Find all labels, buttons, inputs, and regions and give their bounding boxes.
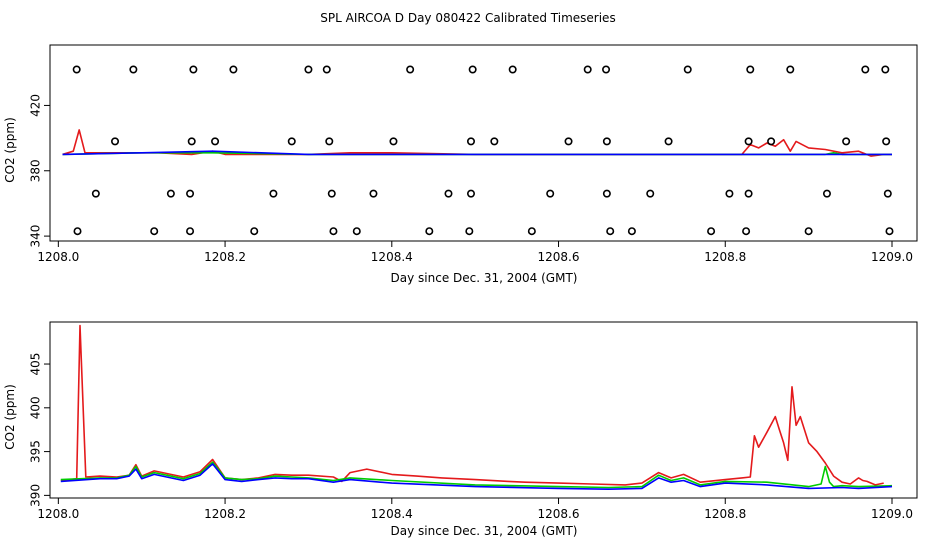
panel-top-marker (627, 227, 636, 236)
panel-top-marker (744, 189, 753, 198)
panel-bottom-frame (49, 321, 918, 499)
panel-bottom-xtick-label: 1208.6 (538, 507, 580, 521)
panel-top-marker (725, 189, 734, 198)
panel-top-frame (49, 44, 918, 242)
panel-top-xtick-label: 1209.0 (871, 250, 913, 264)
panel-top-xtick-label: 1208.0 (37, 250, 79, 264)
panel-top-marker (304, 65, 313, 74)
panel-top-marker (406, 65, 415, 74)
panel-top-ytick-label: 380 (29, 159, 43, 182)
panel-top-marker (166, 189, 175, 198)
panel-top-xtick-label: 1208.6 (538, 250, 580, 264)
panel-top-marker (881, 65, 890, 74)
panel-top-xtick-label: 1208.4 (371, 250, 413, 264)
panel-top-marker (842, 137, 851, 146)
panel-top-marker (269, 189, 278, 198)
panel-top-marker (822, 189, 831, 198)
panel-top-marker (683, 65, 692, 74)
panel-top-marker (468, 65, 477, 74)
panel-top-marker (425, 227, 434, 236)
panel-top-marker (129, 65, 138, 74)
panel-top-marker (606, 227, 615, 236)
panel-top-marker (211, 137, 220, 146)
panel-bottom-ytick-label: 395 (29, 440, 43, 463)
panel-top-marker (786, 65, 795, 74)
panel-top-marker (322, 65, 331, 74)
panel-top-xtick-label: 1208.2 (204, 250, 246, 264)
panel-top-marker (186, 227, 195, 236)
panel-top-marker (744, 137, 753, 146)
panel-bottom-ylabel: CO2 (ppm) (3, 384, 17, 450)
panel-top-marker (189, 65, 198, 74)
panel-bottom-xtick-label: 1209.0 (871, 507, 913, 521)
panel-top-series-blue (62, 150, 892, 156)
panel-top-xtick-label: 1208.8 (704, 250, 746, 264)
panel-bottom-xtick-label: 1208.8 (704, 507, 746, 521)
panel-bottom-xtick-label: 1208.4 (371, 507, 413, 521)
panel-top-marker (602, 137, 611, 146)
panel-bottom-xtick-label: 1208.2 (204, 507, 246, 521)
panel-top-marker (527, 227, 536, 236)
panel-top-xlabel: Day since Dec. 31, 2004 (GMT) (391, 271, 578, 285)
chart-title: SPL AIRCOA D Day 080422 Calibrated Times… (320, 11, 615, 25)
panel-top-ylabel: CO2 (ppm) (3, 117, 17, 183)
panel-top-marker (508, 65, 517, 74)
panel-top-marker (707, 227, 716, 236)
panel-top-marker (466, 189, 475, 198)
panel-top-marker (564, 137, 573, 146)
panel-top-marker (186, 189, 195, 198)
panel-bottom-ytick-label: 400 (29, 396, 43, 419)
panel-top-marker (885, 227, 894, 236)
panel-top-marker (287, 137, 296, 146)
panel-top-marker (250, 227, 259, 236)
panel-top-marker (329, 227, 338, 236)
panel-top-marker (602, 65, 611, 74)
panel-top-marker (72, 65, 81, 74)
panel-top-marker (767, 137, 776, 146)
panel-top-ytick-label: 420 (29, 94, 43, 117)
panel-top-marker (546, 189, 555, 198)
panel-top-marker (602, 189, 611, 198)
panel-top-marker (352, 227, 361, 236)
panel-top-marker (325, 137, 334, 146)
panel-bottom: Day since Dec. 31, 2004 (GMT) CO2 (ppm) … (3, 321, 918, 538)
panel-top-marker (187, 137, 196, 146)
panel-top-marker (369, 189, 378, 198)
panel-top-marker (389, 137, 398, 146)
panel-top-marker (150, 227, 159, 236)
panel-top-marker (746, 65, 755, 74)
panel-top-marker (742, 227, 751, 236)
panel-top-ytick-label: 340 (29, 225, 43, 248)
panel-top-marker (444, 189, 453, 198)
panel-top-marker (646, 189, 655, 198)
panel-bottom-xlabel: Day since Dec. 31, 2004 (GMT) (391, 524, 578, 538)
panel-top-marker (861, 65, 870, 74)
panel-top-marker (111, 137, 120, 146)
panel-top-marker (229, 65, 238, 74)
panel-top-marker (804, 227, 813, 236)
panel-bottom-series-blue (60, 463, 893, 491)
panel-top-marker (664, 137, 673, 146)
panel-bottom-series-green (60, 461, 893, 489)
panel-top-marker (327, 189, 336, 198)
panel-top-marker (73, 227, 82, 236)
panel-bottom-ytick-label: 405 (29, 353, 43, 376)
panel-top-marker (466, 137, 475, 146)
panel-top-marker (583, 65, 592, 74)
panel-top-marker (883, 189, 892, 198)
panel-bottom-series-red (60, 324, 884, 486)
panel-top-marker (91, 189, 100, 198)
panel-top-marker (882, 137, 891, 146)
panel-bottom-ytick-label: 390 (29, 484, 43, 507)
panel-bottom-xtick-label: 1208.0 (37, 507, 79, 521)
panel-top-marker (465, 227, 474, 236)
panel-top-marker (490, 137, 499, 146)
panel-top: Day since Dec. 31, 2004 (GMT) CO2 (ppm) … (3, 44, 918, 285)
